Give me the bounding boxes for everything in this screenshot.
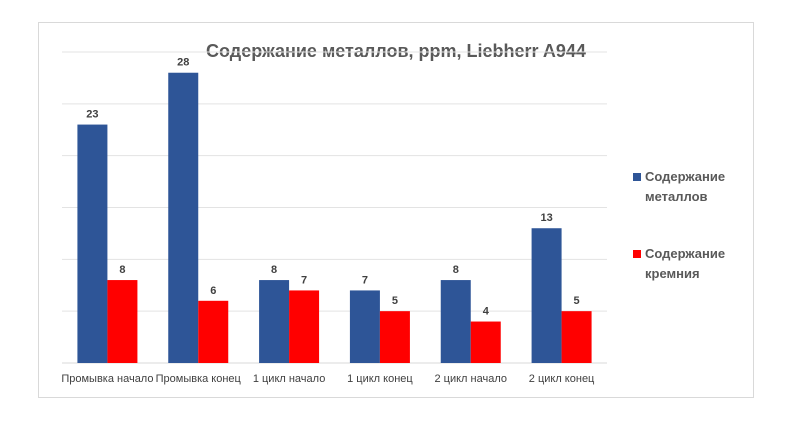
data-label: 23 bbox=[86, 109, 98, 121]
bar-metals bbox=[349, 290, 380, 363]
bar-metals bbox=[440, 280, 471, 363]
x-tick-labels: Промывка начало Промывка конец 1 цикл нача… bbox=[61, 373, 595, 385]
legend-swatch bbox=[633, 250, 641, 258]
data-label: 8 bbox=[271, 264, 277, 276]
data-label: 28 bbox=[177, 57, 189, 69]
x-tick-label: 2 цикл конец bbox=[529, 373, 595, 385]
x-tick-label: 1 цикл конец bbox=[347, 373, 413, 385]
legend: Содержание металлов Содержание кремния bbox=[633, 169, 725, 281]
x-tick-label: 2 цикл начало bbox=[435, 373, 508, 385]
gridlines bbox=[62, 51, 607, 364]
legend-label: Содержание металлов bbox=[645, 169, 725, 204]
data-label: 4 bbox=[483, 306, 490, 318]
x-tick-label: Промывка конец bbox=[156, 373, 242, 385]
chart-title: Содержание металлов, ppm, Liebherr A944 bbox=[206, 41, 586, 61]
bar-metals bbox=[259, 280, 290, 363]
data-labels: 23 8 28 6 8 7 7 5 8 4 13 5 bbox=[86, 57, 579, 318]
data-label: 5 bbox=[392, 295, 398, 307]
data-label: 8 bbox=[453, 264, 459, 276]
x-tick-label: Промывка начало bbox=[61, 373, 153, 385]
legend-swatch bbox=[633, 173, 641, 181]
data-label: 8 bbox=[119, 264, 125, 276]
bar-silicon bbox=[289, 290, 320, 363]
data-label: 7 bbox=[362, 274, 368, 286]
data-label: 5 bbox=[574, 295, 580, 307]
bars bbox=[77, 72, 592, 363]
bar-silicon bbox=[379, 311, 410, 363]
data-label: 7 bbox=[301, 274, 307, 286]
bar-metals bbox=[168, 72, 199, 363]
bar-metals bbox=[531, 228, 562, 363]
bar-silicon bbox=[561, 311, 592, 363]
bar-silicon bbox=[198, 300, 229, 363]
legend-label: Содержание кремния bbox=[645, 246, 725, 281]
bar-silicon bbox=[470, 321, 501, 363]
data-label: 6 bbox=[210, 285, 216, 297]
x-tick-label: 1 цикл начало bbox=[253, 373, 326, 385]
bar-silicon bbox=[107, 280, 138, 363]
bar-metals bbox=[77, 124, 108, 363]
data-label: 13 bbox=[540, 212, 552, 224]
